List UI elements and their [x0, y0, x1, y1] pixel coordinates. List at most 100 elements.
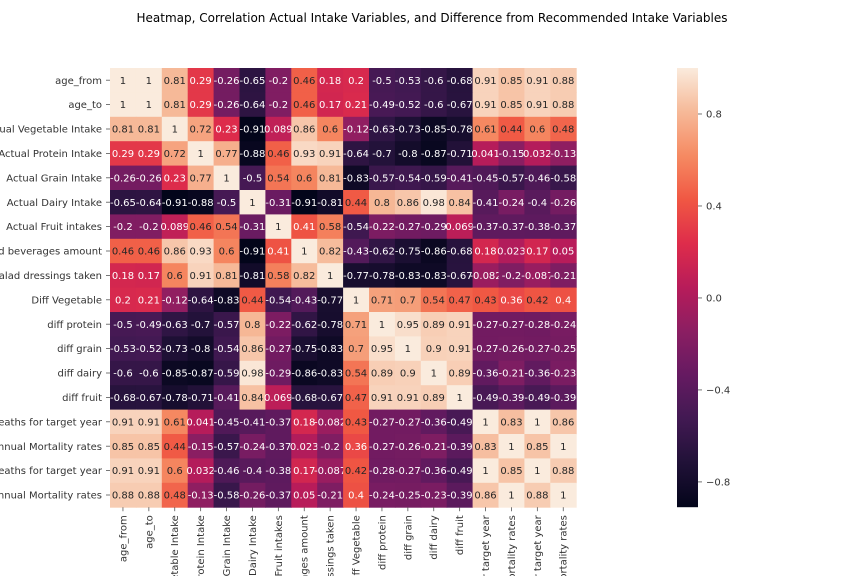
row-label: Actual Fruit intakes	[6, 222, 102, 233]
heatmap-cell	[213, 434, 240, 459]
cell-value-label: 0.36	[345, 442, 367, 453]
heatmap-cell	[187, 165, 215, 191]
cell-value-label: -0.4	[528, 198, 548, 209]
cell-value-label: 1	[301, 247, 307, 258]
cell-value-label: 0.93	[293, 149, 315, 160]
cell-value-label: 0.032	[186, 466, 215, 477]
cell-value-label: 0.05	[293, 491, 315, 502]
cell-value-label: 0.23	[164, 173, 186, 184]
heatmap-cell	[265, 165, 292, 191]
heatmap-cell	[394, 141, 422, 167]
cell-value-label: 0.84	[449, 198, 471, 209]
cell-value-label: 0.77	[190, 173, 212, 184]
column-label: essings taken	[326, 515, 337, 576]
heatmap-cell	[135, 214, 163, 240]
cell-value-label: 0.29	[112, 149, 134, 160]
cell-value-label: 0.91	[449, 344, 471, 355]
heatmap-cell	[498, 482, 525, 508]
heatmap-cell	[265, 458, 292, 484]
heatmap-cell	[394, 116, 422, 142]
heatmap-cell	[213, 214, 240, 240]
cell-value-label: -0.36	[524, 369, 550, 380]
cell-value-label: 0.91	[371, 393, 393, 404]
cell-value-label: 0.89	[423, 393, 445, 404]
column-label: Dairy Intake	[248, 515, 259, 576]
cell-value-label: 0.48	[552, 125, 574, 136]
heatmap-cell	[161, 385, 189, 411]
column-label: diff protein	[377, 515, 388, 570]
cell-value-label: 0.91	[319, 149, 341, 160]
heatmap-cell	[291, 68, 318, 93]
cell-value-label: -0.27	[395, 417, 421, 428]
cell-value-label: 0.82	[293, 271, 315, 282]
heatmap-cell	[213, 165, 240, 191]
cell-value-label: 1	[353, 295, 359, 306]
cell-value-label: -0.26	[214, 76, 240, 87]
cell-value-label: -0.73	[395, 125, 421, 136]
cell-value-label: -0.67	[447, 100, 473, 111]
heatmap-cell	[524, 116, 551, 142]
cell-value-label: 0.6	[529, 125, 545, 136]
cell-value-label: 0.44	[241, 295, 263, 306]
cell-value-label: -0.54	[343, 222, 369, 233]
heatmap-cell	[550, 238, 577, 264]
row-label: Actual Grain Intake	[6, 173, 102, 184]
cell-value-label: 0.77	[215, 149, 237, 160]
heatmap-cell	[420, 434, 448, 459]
cell-value-label: 0.88	[552, 466, 574, 477]
row-label: diff fruit	[62, 393, 102, 404]
heatmap-cell	[317, 360, 344, 386]
heatmap-cell	[446, 482, 474, 508]
heatmap-cell	[394, 92, 422, 118]
row-label: alad dressings taken	[0, 271, 102, 282]
cell-value-label: 1	[405, 344, 411, 355]
heatmap-cell	[239, 287, 266, 313]
column-label: diff fruit	[455, 515, 466, 555]
cell-value-label: -0.65	[240, 76, 266, 87]
cell-value-label: -0.13	[550, 149, 576, 160]
heatmap-cell	[135, 458, 163, 484]
heatmap-cell	[394, 165, 422, 191]
cell-value-label: -0.71	[188, 393, 214, 404]
cell-value-label: -0.41	[473, 198, 499, 209]
cell-value-label: -0.85	[162, 369, 188, 380]
heatmap-cell	[291, 409, 318, 435]
heatmap-cell	[343, 336, 370, 362]
cell-value-label: -0.27	[473, 344, 499, 355]
cell-value-label: 0.21	[345, 100, 367, 111]
cell-value-label: 0.023	[290, 442, 319, 453]
row-label: diff protein	[47, 320, 102, 331]
cell-value-label: -0.78	[447, 125, 473, 136]
heatmap-cell	[446, 116, 474, 142]
cell-value-label: 0.041	[186, 417, 215, 428]
cell-value-label: -0.15	[188, 442, 214, 453]
cell-value-label: -0.082	[469, 271, 501, 282]
heatmap-cell	[394, 214, 422, 240]
cell-value-label: 0.81	[319, 173, 341, 184]
cell-value-label: -0.38	[265, 466, 291, 477]
cell-value-label: 0.44	[164, 442, 186, 453]
heatmap-cell	[265, 409, 292, 435]
cell-value-label: 0.91	[449, 320, 471, 331]
cell-value-label: -0.36	[473, 369, 499, 380]
cell-value-label: 1	[482, 466, 488, 477]
heatmap-cell	[472, 385, 499, 411]
heatmap-cell	[317, 385, 344, 411]
cell-value-label: -0.5	[243, 173, 263, 184]
heatmap-cell	[550, 409, 577, 435]
cell-value-label: -0.78	[317, 320, 343, 331]
cell-value-label: 0.91	[474, 76, 496, 87]
cell-value-label: -0.27	[473, 320, 499, 331]
column-labels: age_from age_to etable Intake rotein Intake…	[118, 507, 570, 576]
heatmap-cell	[291, 287, 318, 313]
heatmap-cell	[239, 92, 266, 118]
cell-value-label: 0.48	[164, 491, 186, 502]
cell-value-label: -0.8	[191, 344, 211, 355]
heatmap-cell	[239, 263, 266, 289]
heatmap-cell	[550, 482, 577, 508]
cell-value-label: -0.27	[369, 417, 395, 428]
heatmap-cell	[420, 165, 448, 191]
cell-value-label: 0.29	[190, 76, 212, 87]
cell-value-label: -0.24	[240, 442, 266, 453]
